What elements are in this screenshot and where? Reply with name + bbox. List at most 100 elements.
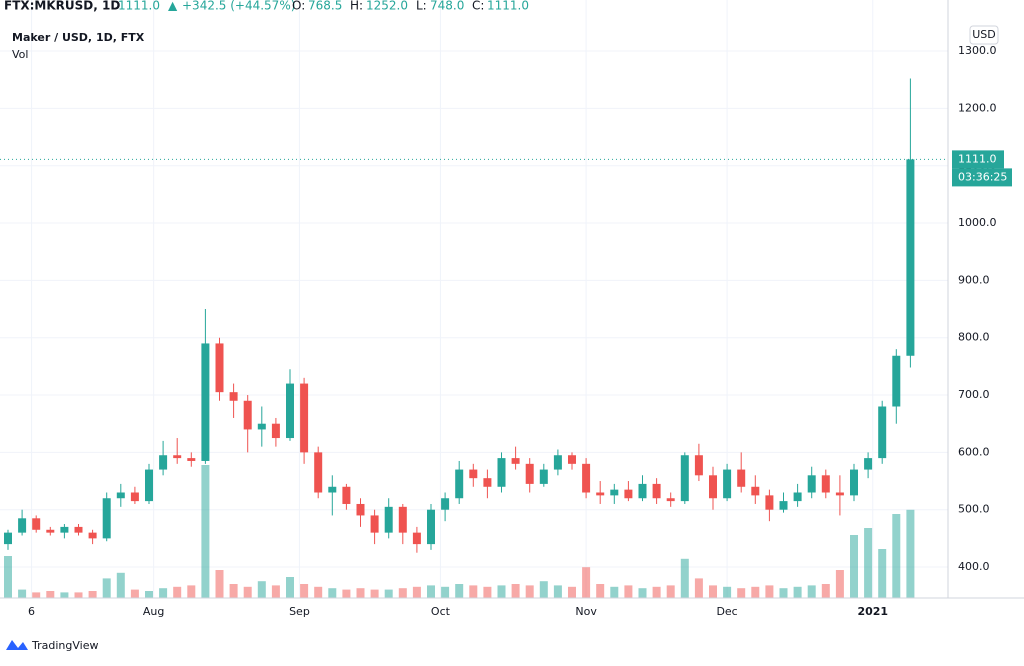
volume-bar <box>596 584 605 598</box>
volume-bar <box>130 589 139 598</box>
volume-bar <box>638 588 647 598</box>
last-price-box <box>952 150 1004 169</box>
candle-body <box>229 392 238 401</box>
candle-body <box>864 458 873 470</box>
candle-body <box>666 498 675 502</box>
candle-body <box>850 469 858 496</box>
candle-body <box>709 475 717 499</box>
volume-bar <box>271 585 280 598</box>
x-tick-label: Oct <box>431 605 451 618</box>
candle-body <box>356 503 365 516</box>
candle-body <box>539 469 548 484</box>
volume-bar <box>906 509 915 598</box>
candle-body <box>130 492 139 502</box>
candle-body <box>793 492 802 502</box>
candle-body <box>412 532 421 545</box>
volume-bar <box>328 588 337 598</box>
candle-body <box>384 506 393 533</box>
y-tick-label: 900.0 <box>958 273 990 286</box>
currency: USD <box>972 28 996 41</box>
volume-bar <box>398 588 407 598</box>
candle-body <box>582 463 591 493</box>
volume-bar <box>74 592 83 598</box>
volume-bar <box>807 585 816 598</box>
candle-body <box>723 469 732 499</box>
h-label: H: <box>350 0 363 13</box>
x-tick-label: 6 <box>28 605 35 618</box>
candle-body <box>596 492 605 496</box>
volume-bar <box>666 585 675 598</box>
volume-bar <box>568 586 576 598</box>
candle-body <box>398 506 407 533</box>
logo[interactable]: TradingView <box>6 639 98 652</box>
volume-bar <box>46 591 55 598</box>
candle-body <box>497 458 506 487</box>
candle-body <box>271 423 280 439</box>
h: 1252.0 <box>366 0 408 13</box>
candle-body <box>779 501 788 510</box>
candle-body <box>469 469 478 479</box>
volume-bar <box>257 581 266 598</box>
volume-bar <box>32 592 41 598</box>
volume-bar <box>779 588 788 598</box>
candle-body <box>201 343 210 461</box>
volume-bar <box>412 586 421 598</box>
l-label: L: <box>416 0 427 13</box>
y-tick-label: 600.0 <box>958 445 990 458</box>
y-tick-label: 500.0 <box>958 503 990 516</box>
candle-body <box>511 458 520 464</box>
countdown-box <box>952 168 1012 187</box>
volume-bar <box>243 586 252 598</box>
l: 748.0 <box>430 0 464 13</box>
volume-bar <box>497 585 506 598</box>
candle-body <box>342 486 351 504</box>
volume-bar <box>511 584 520 598</box>
volume-bar <box>229 584 238 598</box>
candle-body <box>525 463 534 484</box>
volume-bar <box>300 584 309 598</box>
candle-body <box>18 518 27 533</box>
volume-bar <box>553 585 562 598</box>
candle-body <box>624 489 633 499</box>
candle-body <box>145 469 153 502</box>
candle-body <box>652 483 661 499</box>
volume-bar <box>384 589 393 598</box>
candle-body <box>835 492 844 496</box>
volume-bar <box>483 586 492 598</box>
volume-bar <box>821 584 830 598</box>
volume-bar <box>737 588 746 598</box>
currency-box[interactable] <box>969 25 999 45</box>
candle-body <box>441 498 450 510</box>
candle-body <box>568 455 576 464</box>
volume-bar <box>215 570 224 598</box>
candle-body <box>32 518 41 530</box>
volume-bar <box>680 558 689 598</box>
volume-bar <box>173 586 182 598</box>
volume-bar <box>765 585 774 598</box>
logo-icon <box>6 640 28 650</box>
volume-bar <box>709 585 717 598</box>
candle-body <box>60 526 69 533</box>
legend: Maker / USD, 1D, FTX <box>12 31 145 44</box>
volume-bar <box>441 586 450 598</box>
candle-body <box>300 383 309 453</box>
candle-body <box>638 483 647 499</box>
volume-bar <box>793 586 802 598</box>
candle-body <box>187 458 196 461</box>
x-tick-label: Nov <box>575 605 597 618</box>
x-tick-label: Aug <box>143 605 164 618</box>
grid <box>0 0 948 598</box>
candle-body <box>455 469 464 499</box>
y-tick-label: 400.0 <box>958 560 990 573</box>
volume-bar <box>723 586 732 598</box>
volume-bar <box>878 549 887 598</box>
brand: TradingView <box>31 639 98 652</box>
y-tick-label: 1200.0 <box>958 101 997 114</box>
candle-body <box>46 529 55 533</box>
volume-bar <box>864 528 873 598</box>
x-tick-label: Dec <box>716 605 737 618</box>
candle-body <box>159 455 168 470</box>
arrow: ▲ <box>168 0 178 13</box>
